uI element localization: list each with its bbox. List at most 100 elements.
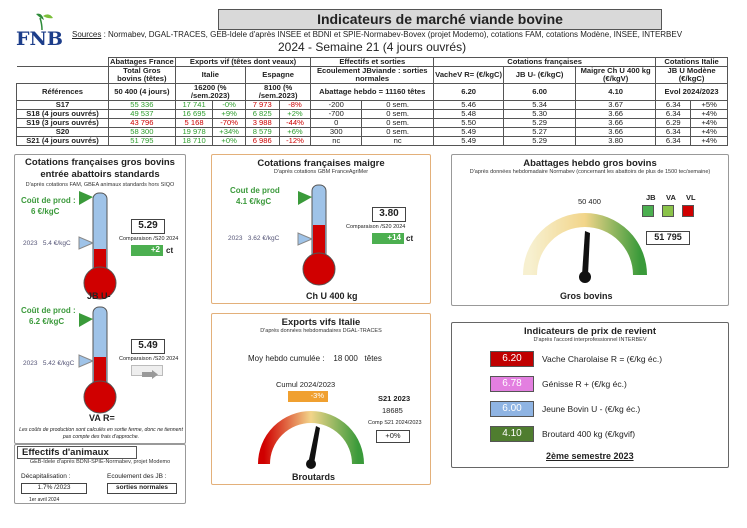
p1-delta-2 (131, 365, 163, 379)
th-maigre: Maigre Ch U 400 kg (€/kgV) (575, 66, 657, 84)
p4-gauge (258, 411, 364, 469)
p6-ecl: Ecoulement des JB : (107, 473, 167, 480)
prix-item: 4.10 Broutard 400 kg (€/kgvif) (490, 426, 730, 442)
ref-label: Références (16, 83, 109, 101)
p1-year1: 2023 5.4 €/kgC (23, 240, 71, 247)
p2-sub: D'après cotations GBM FranceAgriMer (273, 169, 369, 175)
p1-label-2: VA R= (89, 413, 115, 423)
fnb-logo: FNB (16, 12, 68, 50)
p2-cout: Cout de prod 4.1 €/kgC (230, 186, 280, 206)
p6-dec: Décapitalisation : (21, 473, 71, 480)
prix-label: Jeune Bovin U - (€/kg éc.) (542, 404, 641, 414)
panel-maigre: Cotations françaises maigre D'après cota… (211, 154, 431, 304)
p5-sem: 2ème semestre 2023 (546, 451, 634, 461)
p1-note: Les coûts de production sont calculés en… (19, 427, 183, 440)
sources-label: Sources (72, 30, 102, 39)
table-row: S21 (4 jours ouvrés) 51 795 18 710 +0% 6 986… (16, 136, 728, 146)
th-modene: JB U Modène (€/kgC) (655, 66, 728, 84)
p3-value: 51 795 (646, 231, 690, 245)
p4-cumul: Cumul 2024/2023 (276, 380, 336, 389)
panel-abattages: Abattages hebdo gros bovins D'après donn… (451, 154, 729, 306)
table-cell: 6 986 (244, 136, 280, 146)
ref-abattage-hebdo: Abattage hebdo = 11160 têtes (310, 83, 435, 101)
p1-label-1: JB U- (87, 291, 111, 301)
p1-sub: D'après cotations FAM, GBEA animaux stan… (25, 182, 175, 188)
p4-moy: Moy hebdo cumulée : 18 000 têtes (248, 354, 382, 363)
table-cell: 5.49 (433, 136, 505, 146)
p1-year2: 2023 5.42 €/kgC (23, 360, 75, 367)
p5-sub: D'après l'accord interprofessionnel INTE… (533, 337, 647, 343)
p6-date: 1er avril 2024 (29, 497, 60, 503)
prix-item: 6.00 Jeune Bovin U - (€/kg éc.) (490, 401, 730, 417)
ref-evol: Evol 2024/2023 (655, 83, 728, 101)
ref-maigre: 4.10 (575, 83, 657, 101)
p1-title: Cotations françaises gros bovins entrée … (25, 157, 175, 180)
p1-value-2: 5.49 (131, 339, 165, 354)
p1-thermometer-2 (78, 306, 117, 414)
p1-cout1: Coût de prod :6 €/kgC (21, 196, 76, 216)
panel-effectifs: Effectifs d'animaux GEB-Idele d'après BD… (14, 444, 186, 504)
p1-cout2: Coût de prod :6.2 €/kgC (21, 306, 76, 326)
p3-gauge (523, 213, 647, 283)
th-italie: Italie (174, 66, 246, 84)
p3-title: Abattages hebdo gros bovins (523, 158, 657, 169)
p2-value: 3.80 (372, 207, 406, 222)
p4-cmp-value: +0% (376, 430, 410, 443)
prix-value: 6.78 (490, 376, 534, 392)
prix-item: 6.78 Génisse R + (€/kg éc.) (490, 376, 730, 392)
p4-cmp: Comp S21 2024/2023 (368, 420, 422, 426)
sources-line: Sources : Normabev, DGAL-TRACES, GEB-Ide… (72, 30, 682, 39)
p6-sub: GEB-Idele d'après BDNI-SPIE-Normabev, pr… (29, 459, 171, 465)
ref-jb: 6.00 (503, 83, 577, 101)
th-vache: VacheV R= (€/kgC) (433, 66, 505, 84)
p1-ct-1: ct (166, 246, 174, 255)
p1-delta-1: +2 (131, 245, 163, 256)
p2-year: 2023 3.62 €/kgC (228, 235, 280, 242)
p3-label: Gros bovins (560, 291, 613, 301)
p3-ref: 50 400 (578, 197, 601, 206)
table-cell: -12% (278, 136, 312, 146)
p5-title: Indicateurs de prix de revient (524, 326, 656, 337)
prix-label: Vache Charolaise R = (€/kg éc.) (542, 354, 663, 364)
p3-sub: D'après données hebdomadaire Normabev (c… (469, 169, 711, 175)
p2-ct: ct (406, 234, 414, 243)
ref-vache: 6.20 (433, 83, 505, 101)
sources-text: : Normabev, DGAL-TRACES, GEB-Idele d'apr… (101, 30, 683, 39)
week-label: 2024 - Semaine 21 (4 jours ouvrés) (278, 40, 467, 54)
p4-label: Broutards (292, 472, 336, 482)
p1-value-1: 5.29 (131, 219, 165, 234)
th-ecoulement: Ecoulement JBviande : sorties normales (310, 66, 435, 84)
table-cell: 3.80 (575, 136, 657, 146)
indicators-table: Abattages France Exports vif (têtes dont… (16, 57, 728, 146)
logo-text: FNB (16, 28, 63, 50)
table-cell: 18 710 (174, 136, 214, 146)
th-jb: JB U- (€/kgC) (503, 66, 577, 84)
p1-cmp-1: Comparaison /S20 2024 (119, 236, 179, 242)
ref-espagne: 8100 (% /sem.2023) (244, 83, 312, 101)
p6-dec-value: 1.7% /2023 (21, 483, 87, 494)
p2-cmp: Comparaison /S20 2024 (346, 224, 406, 230)
p6-ecl-value: sorties normales (107, 483, 177, 494)
prix-value: 6.00 (490, 401, 534, 417)
p4-cumul-value: -3% (288, 391, 328, 402)
prix-label: Broutard 400 kg (€/kgvif) (542, 429, 636, 439)
p2-delta: +14 (372, 233, 404, 244)
p2-label: Ch U 400 kg (306, 291, 358, 301)
prix-item: 6.20 Vache Charolaise R = (€/kg éc.) (490, 351, 730, 367)
table-cell: 5.29 (503, 136, 577, 146)
table-cell: nc (361, 136, 435, 146)
table-cell: +4% (690, 136, 728, 146)
panel-prix-revient: Indicateurs de prix de revient D'après l… (451, 322, 729, 468)
p4-title: Exports vifs Italie (281, 317, 361, 328)
prix-value: 6.20 (490, 351, 534, 367)
panel-gros-bovins: Cotations françaises gros bovins entrée … (14, 154, 186, 444)
table-cell: 51 795 (108, 136, 176, 146)
p1-cout-marker-1 (79, 191, 93, 205)
table-cell: 6.34 (655, 136, 692, 146)
prix-label: Génisse R + (€/kg éc.) (542, 379, 627, 389)
p4-s21: S21 2023 (378, 394, 411, 403)
p2-thermometer (297, 184, 336, 286)
table-cell: S21 (4 jours ouvrés) (16, 136, 109, 146)
table-cell: +0% (212, 136, 246, 146)
p4-sub: D'après données hebdomadaires DGAL-TRACE… (260, 328, 382, 334)
